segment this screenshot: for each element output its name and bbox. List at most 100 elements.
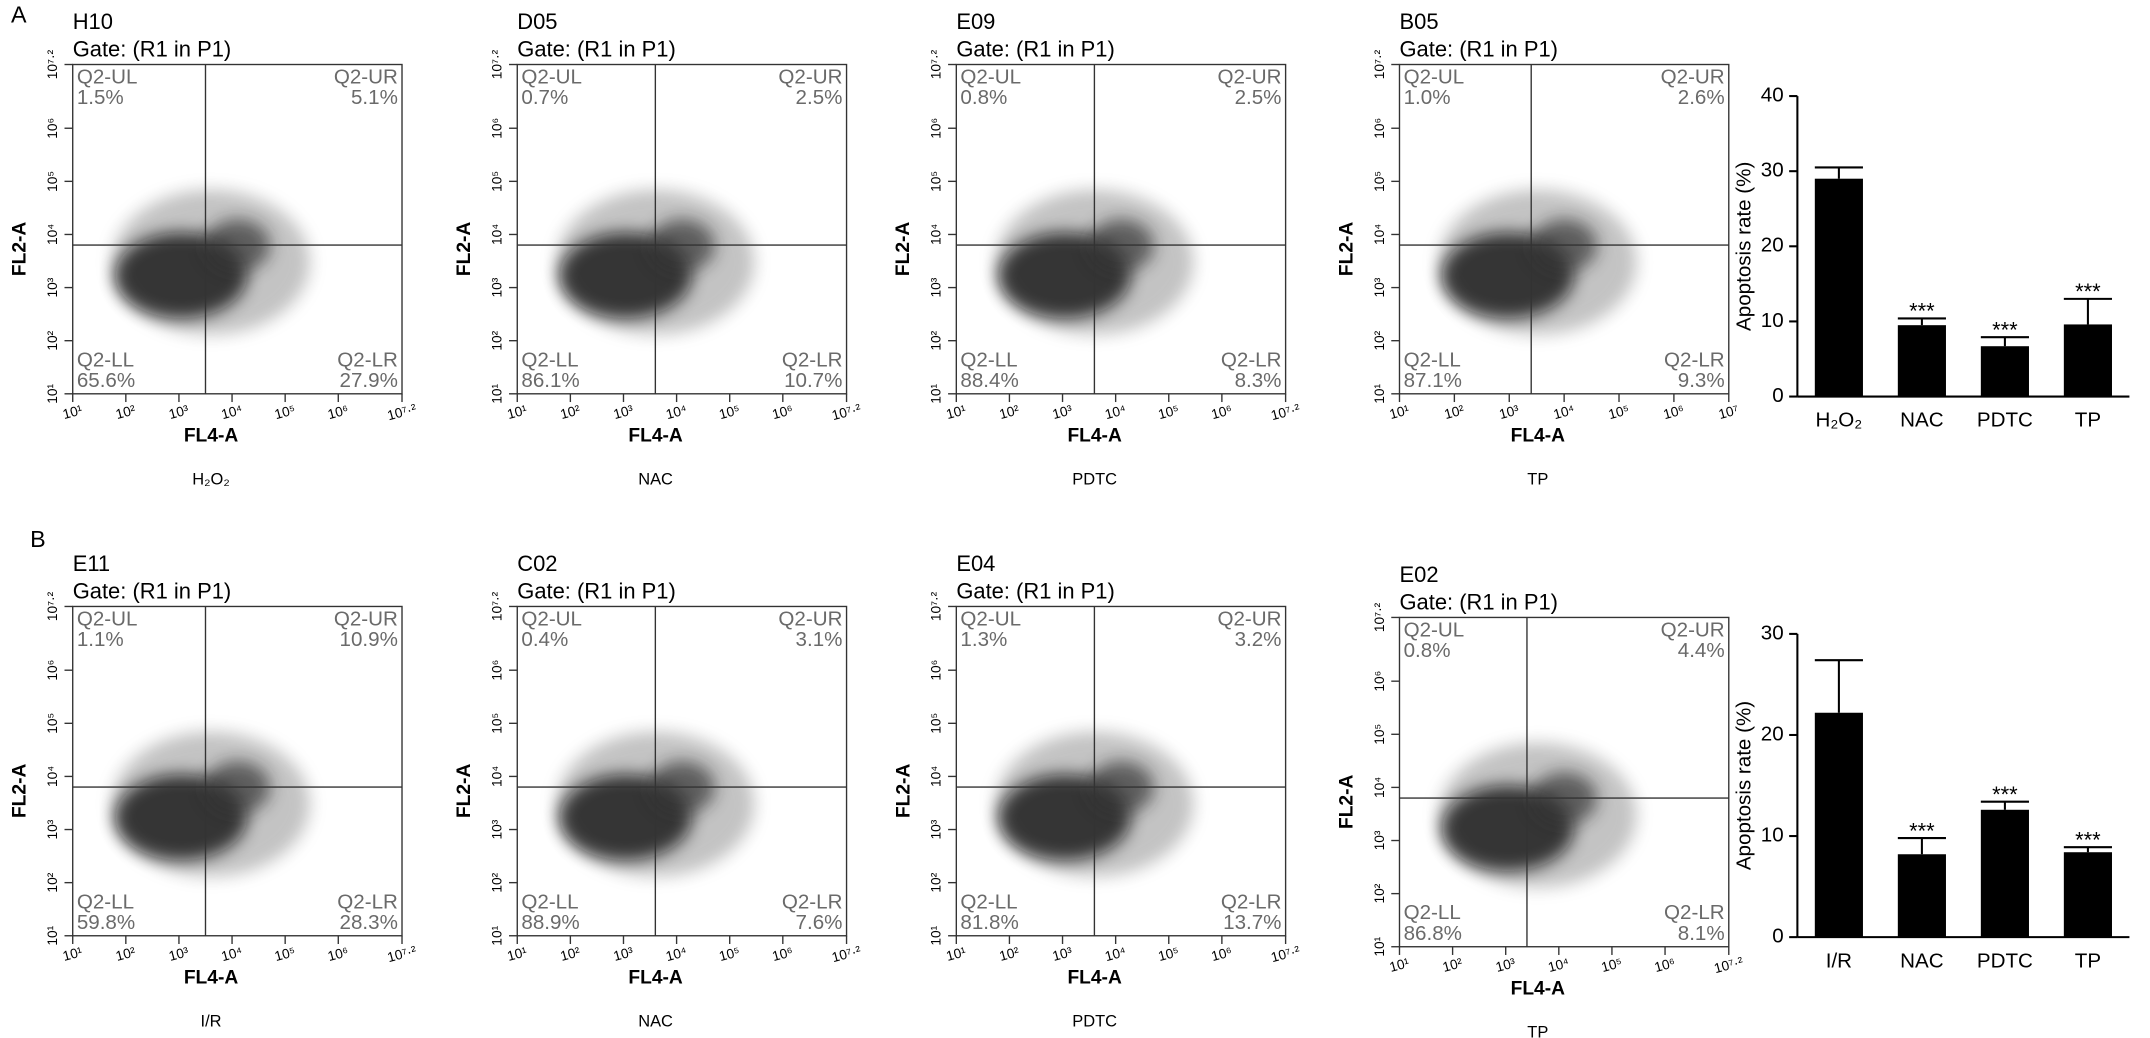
quadrant-percent: 7.6% — [796, 911, 843, 934]
bar — [1897, 325, 1946, 397]
x-tick-label: 10⁷ — [1717, 402, 1740, 422]
x-tick-label: 10³ — [1051, 402, 1074, 422]
y-tick-label: 10⁵ — [490, 713, 505, 734]
x-tick-label: 10⁷·² — [386, 943, 419, 965]
y-tick-label: 10² — [929, 330, 944, 350]
y-axis-label: FL2-A — [893, 764, 914, 819]
quadrant-name: Q2-UL — [960, 608, 1021, 631]
quadrant-percent: 2.5% — [1235, 86, 1282, 109]
quadrant-name: Q2-LR — [782, 890, 843, 913]
quadrant-name: Q2-LR — [1664, 901, 1725, 924]
x-tick-label: 10² — [1443, 402, 1466, 422]
quadrant-percent: 8.1% — [1678, 922, 1725, 945]
quadrant-name: Q2-UR — [1661, 66, 1725, 89]
x-tick-label: 10³ — [1498, 402, 1521, 422]
quadrant-percent: 1.0% — [1404, 86, 1451, 109]
quadrant-percent: 1.3% — [960, 628, 1007, 651]
x-tick-label: 10¹ — [61, 944, 84, 964]
quadrant-name: Q2-LL — [1404, 348, 1461, 371]
quadrant-name: Q2-LL — [960, 890, 1017, 913]
panel-label: B — [30, 526, 46, 552]
cell-cloud — [112, 189, 310, 335]
significance: *** — [1992, 318, 2018, 343]
caption: I/R — [201, 1013, 222, 1031]
x-tick-label: 10² — [559, 402, 582, 422]
x-tick-label: 10⁵ — [1156, 402, 1180, 422]
caption: NAC — [638, 471, 673, 489]
x-tick-label: 10⁷·² — [1269, 401, 1302, 423]
x-axis-label: FL4-A — [1067, 425, 1122, 446]
x-axis-label: FL4-A — [1067, 967, 1122, 988]
y-tick-label: 10⁶ — [929, 118, 944, 139]
x-tick-label: 10⁷·² — [1269, 943, 1302, 965]
cell-cloud — [1439, 189, 1637, 335]
x-tick-label: TP — [2075, 409, 2101, 432]
x-tick-label: 10² — [1441, 955, 1464, 975]
bar — [1814, 178, 1863, 397]
x-tick-label: 10² — [559, 944, 582, 964]
y-tick-label: 10¹ — [45, 925, 60, 945]
y-tick-label: 10⁶ — [1372, 671, 1387, 692]
y-tick-label: 10⁵ — [490, 171, 505, 192]
y-tick-label: 10⁴ — [45, 224, 60, 245]
quadrant-percent: 1.1% — [77, 628, 124, 651]
y-tick-label: 10⁴ — [490, 224, 505, 245]
y-tick-label: 10¹ — [929, 383, 944, 403]
caption: PDTC — [1072, 471, 1117, 489]
quadrant-name: Q2-UL — [77, 66, 138, 89]
y-axis-label: Apoptosis rate (%) — [1733, 162, 1756, 331]
y-tick-label: 10⁴ — [1372, 224, 1387, 245]
quadrant-percent: 1.5% — [77, 86, 124, 109]
x-axis-label: FL4-A — [1511, 425, 1566, 446]
quadrant-percent: 2.6% — [1678, 86, 1725, 109]
y-tick-label: 10² — [45, 872, 60, 892]
y-tick-label: 10⁶ — [490, 660, 505, 681]
quadrant-name: Q2-UL — [1404, 619, 1465, 642]
bar — [1980, 809, 2029, 938]
plot-subtitle: Gate: (R1 in P1) — [1399, 590, 1558, 615]
quadrant-name: Q2-LR — [337, 348, 398, 371]
y-tick-label: 10⁶ — [45, 660, 60, 681]
y-axis-label: FL2-A — [10, 222, 31, 277]
quadrant-percent: 8.3% — [1235, 369, 1282, 392]
x-tick-label: 10⁶ — [771, 402, 795, 422]
quadrant-name: Q2-LL — [1404, 901, 1461, 924]
x-tick-label: 10⁵ — [273, 944, 297, 964]
quadrant-percent: 86.1% — [521, 369, 579, 392]
plot-subtitle: Gate: (R1 in P1) — [517, 579, 676, 604]
x-tick-label: 10¹ — [1388, 955, 1411, 975]
quadrant-percent: 4.4% — [1678, 639, 1725, 662]
plot-title: B05 — [1399, 9, 1438, 34]
y-tick-label: 10⁶ — [45, 118, 60, 139]
x-tick-label: 10⁴ — [220, 944, 244, 964]
plot-frame — [516, 605, 848, 937]
quadrant-name: Q2-UR — [778, 66, 842, 89]
plot-frame — [72, 605, 403, 937]
quadrant-percent: 28.3% — [340, 911, 398, 934]
y-tick-label: 10³ — [45, 277, 60, 297]
y-axis-label: FL2-A — [454, 222, 475, 277]
y-tick-label: 0 — [1772, 925, 1783, 948]
x-tick-label: 10² — [114, 402, 137, 422]
y-tick-label: 10⁶ — [490, 118, 505, 139]
y-tick-label: 20 — [1761, 722, 1784, 745]
y-tick-label: 10¹ — [490, 383, 505, 403]
x-tick-label: 10² — [114, 944, 137, 964]
y-tick-label: 10¹ — [490, 925, 505, 945]
plot-title: E09 — [956, 9, 995, 34]
quadrant-percent: 81.8% — [960, 911, 1018, 934]
quadrant-name: Q2-UL — [521, 608, 582, 631]
y-axis-label: FL2-A — [454, 764, 475, 819]
y-tick-label: 10 — [1761, 823, 1784, 846]
quadrant-percent: 0.8% — [1404, 639, 1451, 662]
x-tick-label: 10¹ — [506, 944, 529, 964]
quadrant-name: Q2-LR — [337, 890, 398, 913]
x-tick-label: 10¹ — [1388, 402, 1411, 422]
bar — [2063, 324, 2112, 397]
y-tick-label: 10⁴ — [929, 224, 944, 245]
y-tick-label: 10⁵ — [929, 713, 944, 734]
x-axis-label: FL4-A — [184, 967, 239, 988]
x-tick-label: 10³ — [167, 402, 190, 422]
bar — [1814, 712, 1863, 938]
